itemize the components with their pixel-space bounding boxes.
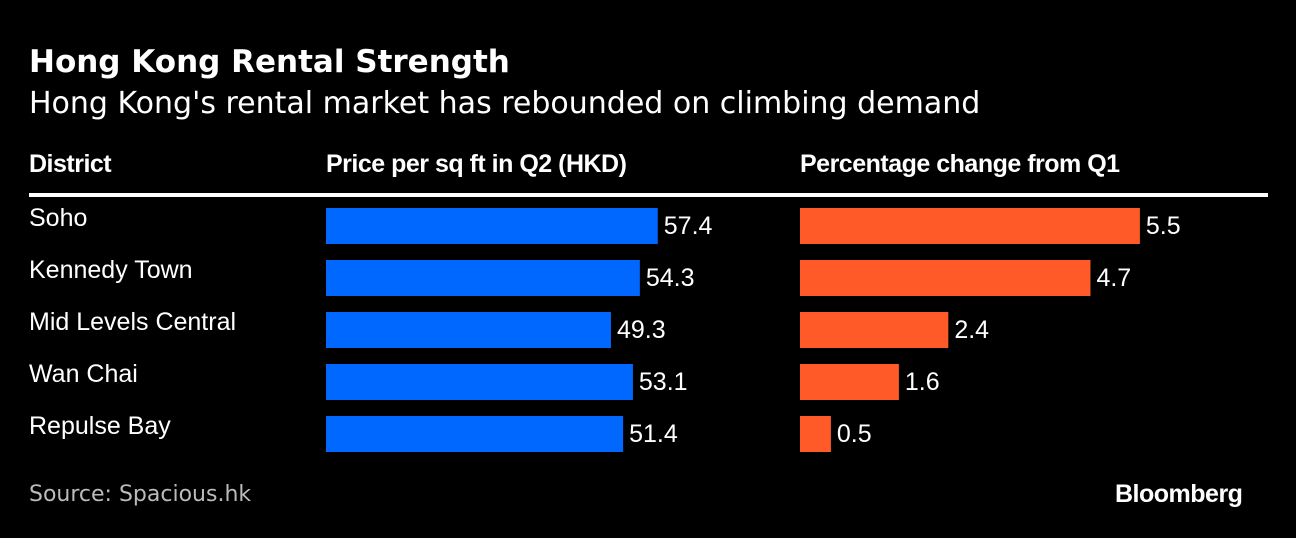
price-bar <box>326 416 624 452</box>
change-value-label: 5.5 <box>1145 212 1181 240</box>
price-bar <box>326 312 611 348</box>
price-value-label: 54.3 <box>645 264 695 292</box>
column-header-district: District <box>29 150 112 178</box>
change-value-label: 4.7 <box>1096 264 1132 292</box>
change-value-label: 2.4 <box>954 316 990 344</box>
price-bar <box>326 260 640 296</box>
category-label: Kennedy Town <box>29 256 193 284</box>
chart-subtitle: Hong Kong's rental market has rebounded … <box>29 86 981 121</box>
change-bar <box>800 364 899 400</box>
category-label: Mid Levels Central <box>29 308 237 336</box>
header-rule <box>29 193 1268 197</box>
change-value-label: 1.6 <box>904 368 940 396</box>
change-bar <box>800 260 1091 296</box>
change-bar <box>800 416 831 452</box>
column-header-price: Price per sq ft in Q2 (HKD) <box>326 150 627 178</box>
price-bar <box>326 208 658 244</box>
category-label: Wan Chai <box>29 360 138 388</box>
category-label: Soho <box>29 204 88 232</box>
price-bar <box>326 364 633 400</box>
column-header-change: Percentage change from Q1 <box>800 150 1120 178</box>
price-value-label: 49.3 <box>616 316 666 344</box>
change-value-label: 0.5 <box>836 420 872 448</box>
price-value-label: 51.4 <box>629 420 678 448</box>
chart-title: Hong Kong Rental Strength <box>29 44 510 80</box>
category-label: Repulse Bay <box>29 412 171 440</box>
change-bar <box>800 208 1140 244</box>
source-note: Source: Spacious.hk <box>29 482 252 507</box>
price-value-label: 57.4 <box>663 212 713 240</box>
change-bar <box>800 312 949 348</box>
price-value-label: 53.1 <box>638 368 688 396</box>
bloomberg-logo: Bloomberg <box>1115 480 1243 508</box>
